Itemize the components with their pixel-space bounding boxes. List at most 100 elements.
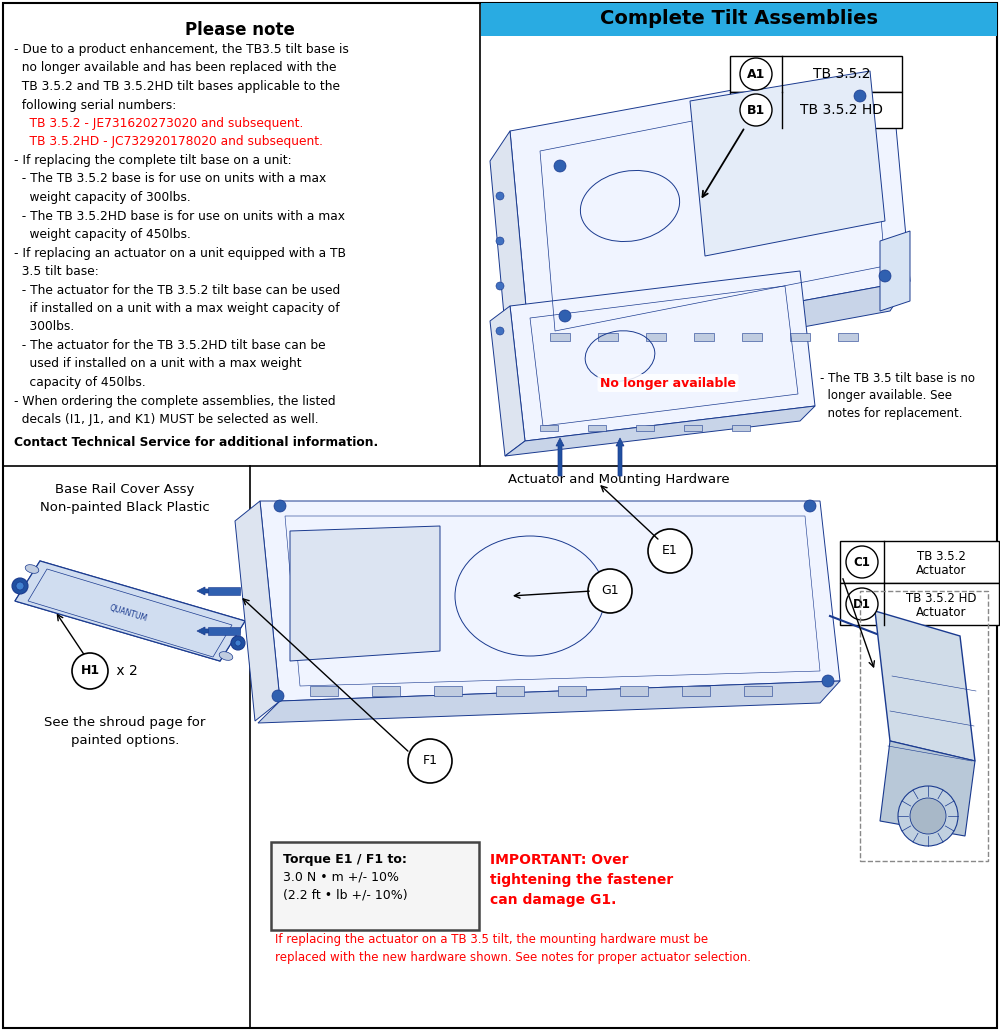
Text: Base Rail Cover Assy: Base Rail Cover Assy [55,483,195,496]
Text: If replacing the actuator on a TB 3.5 tilt, the mounting hardware must be: If replacing the actuator on a TB 3.5 ti… [275,933,708,946]
Polygon shape [880,741,975,836]
Circle shape [910,798,946,834]
Circle shape [496,282,504,290]
Polygon shape [290,526,440,661]
FancyBboxPatch shape [372,686,400,696]
Text: TB 3.5.2 and TB 3.5.2HD tilt bases applicable to the: TB 3.5.2 and TB 3.5.2HD tilt bases appli… [14,80,340,93]
Text: x 2: x 2 [112,664,138,678]
Circle shape [496,237,504,245]
FancyBboxPatch shape [310,686,338,696]
Text: - If replacing an actuator on a unit equipped with a TB: - If replacing an actuator on a unit equ… [14,246,346,260]
Text: - When ordering the complete assemblies, the listed: - When ordering the complete assemblies,… [14,395,336,407]
FancyBboxPatch shape [744,686,772,696]
Circle shape [854,90,866,102]
Text: H1: H1 [80,665,100,677]
Text: E1: E1 [662,544,678,558]
Text: - If replacing the complete tilt base on a unit:: - If replacing the complete tilt base on… [14,154,292,167]
Polygon shape [875,611,975,761]
FancyBboxPatch shape [481,3,997,36]
Circle shape [272,690,284,702]
Ellipse shape [25,565,39,573]
FancyBboxPatch shape [730,92,902,128]
Text: TB 3.5.2 - JE731620273020 and subsequent.: TB 3.5.2 - JE731620273020 and subsequent… [14,117,303,130]
FancyBboxPatch shape [636,425,654,431]
Text: Actuator: Actuator [916,605,967,619]
Text: D1: D1 [853,598,871,610]
Text: - The TB 3.5 tilt base is no
  longer available. See
  notes for replacement.: - The TB 3.5 tilt base is no longer avai… [820,372,975,420]
Text: Actuator: Actuator [916,564,967,576]
Text: used if installed on a unit with a max weight: used if installed on a unit with a max w… [14,358,302,370]
FancyBboxPatch shape [730,56,902,92]
Circle shape [804,500,816,512]
Text: C1: C1 [854,556,870,568]
Text: weight capacity of 450lbs.: weight capacity of 450lbs. [14,228,191,241]
Text: following serial numbers:: following serial numbers: [14,99,176,111]
Text: 3.0 N • m +/- 10%: 3.0 N • m +/- 10% [283,871,399,884]
FancyBboxPatch shape [840,583,999,625]
Polygon shape [490,306,525,456]
Text: TB 3.5.2 HD: TB 3.5.2 HD [906,592,977,604]
FancyArrow shape [197,587,240,595]
FancyBboxPatch shape [742,333,762,341]
Text: (2.2 ft • lb +/- 10%): (2.2 ft • lb +/- 10%) [283,889,408,902]
FancyArrow shape [616,438,624,476]
Text: Contact Technical Service for additional information.: Contact Technical Service for additional… [14,435,378,448]
Text: TB 3.5.2: TB 3.5.2 [813,67,871,81]
Circle shape [648,529,692,573]
Text: capacity of 450lbs.: capacity of 450lbs. [14,376,146,389]
FancyBboxPatch shape [208,627,240,635]
FancyBboxPatch shape [496,686,524,696]
Circle shape [898,786,958,846]
Polygon shape [15,561,245,661]
Polygon shape [510,271,815,441]
FancyBboxPatch shape [271,842,479,930]
FancyBboxPatch shape [558,686,586,696]
Text: Torque E1 / F1 to:: Torque E1 / F1 to: [283,853,407,866]
Polygon shape [690,71,885,256]
Text: A1: A1 [747,67,765,80]
Text: Complete Tilt Assemblies: Complete Tilt Assemblies [600,9,878,29]
Circle shape [235,640,241,646]
Ellipse shape [219,652,233,660]
Text: TB 3.5.2: TB 3.5.2 [917,550,966,563]
Circle shape [496,327,504,335]
Text: weight capacity of 300lbs.: weight capacity of 300lbs. [14,191,191,204]
Text: tightening the fastener: tightening the fastener [490,873,673,887]
Text: G1: G1 [601,585,619,598]
Polygon shape [505,406,815,456]
Polygon shape [258,681,840,723]
FancyArrow shape [556,438,564,476]
Text: 300lbs.: 300lbs. [14,321,74,333]
FancyBboxPatch shape [598,333,618,341]
Text: QUANTUM: QUANTUM [108,603,148,623]
Circle shape [72,653,108,689]
FancyBboxPatch shape [588,425,606,431]
Circle shape [554,160,566,172]
FancyBboxPatch shape [694,333,714,341]
Circle shape [879,270,891,282]
FancyBboxPatch shape [840,541,999,583]
Circle shape [16,583,24,590]
Text: No longer available: No longer available [600,376,736,390]
Circle shape [846,546,878,578]
Text: 3.5 tilt base:: 3.5 tilt base: [14,265,99,278]
FancyBboxPatch shape [208,587,240,595]
FancyBboxPatch shape [790,333,810,341]
Text: - The actuator for the TB 3.5.2HD tilt base can be: - The actuator for the TB 3.5.2HD tilt b… [14,339,326,352]
Text: TB 3.5.2HD - JC732920178020 and subsequent.: TB 3.5.2HD - JC732920178020 and subseque… [14,135,323,148]
FancyBboxPatch shape [682,686,710,696]
Text: F1: F1 [422,755,438,767]
Polygon shape [235,501,280,721]
FancyBboxPatch shape [540,425,558,431]
FancyBboxPatch shape [620,686,648,696]
Circle shape [496,192,504,200]
FancyBboxPatch shape [3,3,997,1028]
FancyBboxPatch shape [550,333,570,341]
Circle shape [559,310,571,322]
Text: - Due to a product enhancement, the TB3.5 tilt base is: - Due to a product enhancement, the TB3.… [14,43,349,56]
FancyBboxPatch shape [838,333,858,341]
Text: Please note: Please note [185,21,295,39]
FancyBboxPatch shape [646,333,666,341]
Text: no longer available and has been replaced with the: no longer available and has been replace… [14,62,336,74]
FancyBboxPatch shape [732,425,750,431]
